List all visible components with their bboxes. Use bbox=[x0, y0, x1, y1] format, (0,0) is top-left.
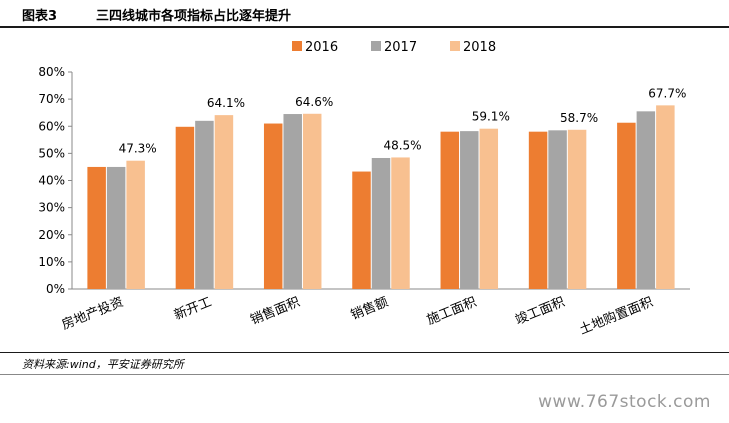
bar-2018 bbox=[302, 113, 322, 290]
bar-2017 bbox=[636, 111, 656, 289]
legend-label: 2016 bbox=[305, 40, 338, 55]
bar-2016 bbox=[617, 122, 636, 289]
bar-2018 bbox=[126, 160, 145, 289]
bar-2017 bbox=[195, 120, 214, 289]
figure-header: 图表3 三四线城市各项指标占比逐年提升 bbox=[0, 0, 729, 28]
bar-2018 bbox=[656, 105, 675, 290]
bar-2017 bbox=[460, 131, 479, 289]
bar-2016 bbox=[352, 171, 371, 289]
figure-label: 图表3 bbox=[22, 9, 58, 24]
category-label: 房地产投资 bbox=[59, 294, 125, 333]
y-tick-label: 70% bbox=[38, 92, 65, 106]
category-label: 销售面积 bbox=[248, 294, 302, 328]
bar-2017 bbox=[106, 166, 126, 289]
watermark: www.767stock.com bbox=[538, 392, 711, 412]
category-label: 施工面积 bbox=[425, 295, 479, 328]
legend-label: 2017 bbox=[384, 40, 417, 55]
bar-2018 bbox=[567, 129, 587, 289]
bar-2018 bbox=[391, 157, 410, 289]
y-tick-label: 60% bbox=[38, 119, 65, 133]
data-label: 64.6% bbox=[295, 95, 333, 109]
legend-swatch-2016 bbox=[292, 41, 302, 51]
y-tick-label: 20% bbox=[38, 228, 65, 242]
category-label: 销售额 bbox=[348, 294, 390, 323]
data-label: 59.1% bbox=[472, 110, 510, 124]
data-label: 48.5% bbox=[383, 138, 421, 152]
bar-chart: 0% 10% 20% 30% 40% 50% 60% 70% 80% 47.3% 房地产投资 64.1… bbox=[38, 40, 690, 338]
legend-swatch-2017 bbox=[371, 41, 381, 51]
chart-title: 三四线城市各项指标占比逐年提升 bbox=[96, 9, 292, 24]
y-tick-label: 30% bbox=[38, 201, 65, 215]
bar-2017 bbox=[548, 130, 567, 289]
category-label: 竣工面积 bbox=[513, 295, 567, 328]
data-label: 58.7% bbox=[560, 111, 598, 125]
data-label: 47.3% bbox=[119, 142, 157, 156]
bottom-divider bbox=[0, 374, 729, 375]
bar-2016 bbox=[263, 123, 283, 289]
y-tick-label: 80% bbox=[38, 65, 65, 79]
bar-2018 bbox=[214, 115, 234, 289]
legend-swatch-2018 bbox=[450, 41, 460, 51]
data-label: 67.7% bbox=[648, 86, 686, 100]
source-divider bbox=[0, 352, 729, 353]
y-tick-label: 0% bbox=[46, 282, 65, 296]
y-tick-label: 50% bbox=[38, 146, 65, 160]
data-label: 64.1% bbox=[207, 96, 245, 110]
bar-2016 bbox=[528, 131, 548, 289]
source-note: 资料来源:wind，平安证券研究所 bbox=[22, 358, 184, 371]
y-tick-label: 40% bbox=[38, 174, 65, 188]
bar-2016 bbox=[175, 126, 195, 289]
legend-label: 2018 bbox=[463, 40, 496, 55]
bar-2018 bbox=[479, 128, 499, 289]
category-label: 新开工 bbox=[172, 294, 214, 323]
bar-2016 bbox=[87, 166, 106, 289]
bar-2017 bbox=[283, 114, 302, 289]
category-label: 土地购置面积 bbox=[577, 294, 655, 338]
bar-2017 bbox=[371, 157, 391, 289]
y-tick-label: 10% bbox=[38, 255, 65, 269]
bar-2016 bbox=[440, 131, 460, 289]
